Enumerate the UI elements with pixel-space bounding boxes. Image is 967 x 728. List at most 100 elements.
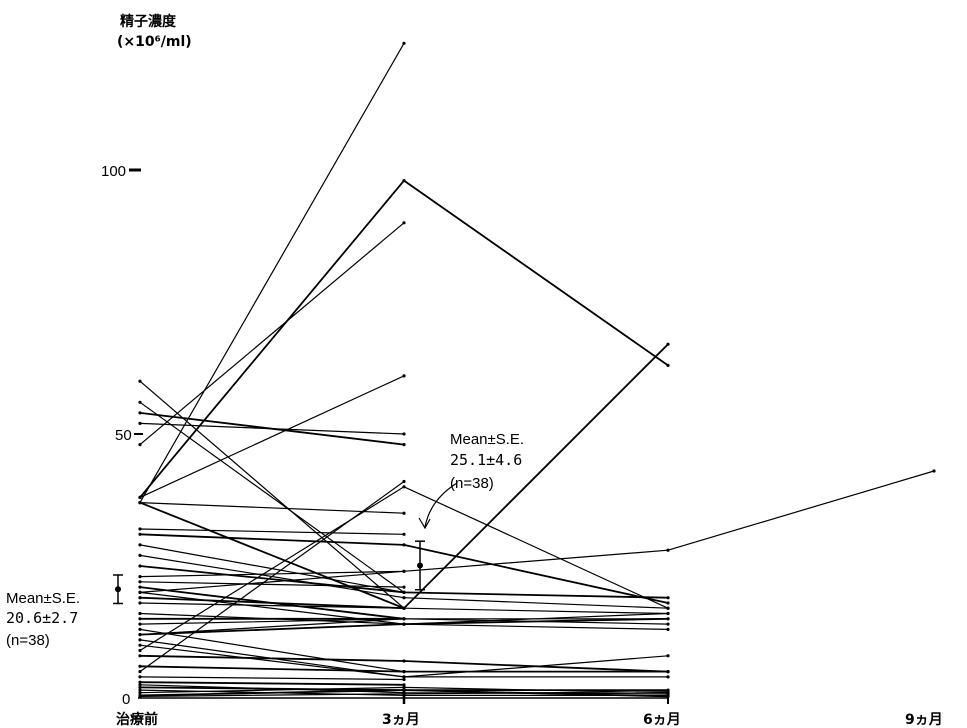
- data-point-s14-x1: [402, 479, 406, 484]
- data-point-s12-x0: [138, 627, 142, 632]
- data-point-s28-x0: [138, 564, 142, 568]
- y-axis-label-line1: 精子濃度: [120, 13, 177, 30]
- data-point-s15-x0: [138, 648, 142, 653]
- annotation-arrow-head: [418, 517, 431, 530]
- data-point-s6-x2: [666, 690, 670, 694]
- data-point-s40-x1: [402, 443, 406, 447]
- data-point-s7-x0: [138, 680, 142, 684]
- data-point-s29-x1: [402, 596, 406, 600]
- data-point-s10-x0: [138, 664, 142, 668]
- annotation-mean-3m-n: (n=38): [450, 475, 494, 492]
- series-line-41: [139, 380, 405, 609]
- data-point-s8-x1: [402, 677, 406, 682]
- series-line-36: [139, 375, 405, 498]
- y-tick-label-0: 0: [122, 691, 130, 708]
- data-point-s35-x1: [402, 41, 406, 45]
- data-point-s21-x2: [666, 611, 670, 616]
- data-point-s11-x1: [402, 675, 406, 679]
- data-point-s37-x2: [666, 363, 670, 367]
- x-tick-label-before: 治療前: [116, 711, 158, 728]
- series-line-16: [139, 617, 669, 636]
- data-point-s25-x0: [138, 585, 142, 589]
- data-point-s4-x1: [402, 688, 406, 692]
- data-point-s40-x0: [138, 411, 142, 415]
- series-line-23: [139, 570, 405, 593]
- y-tick-label-100: 100: [101, 163, 126, 180]
- annotation-mean-3m-label: Mean±S.E.: [450, 431, 524, 448]
- data-point-s8-x0: [138, 675, 142, 679]
- data-point-s4-x2: [666, 694, 670, 699]
- data-point-s13-x0: [138, 654, 142, 658]
- data-point-s11-x2: [666, 675, 670, 679]
- data-point-s38-x1: [402, 221, 406, 225]
- data-point-s31-x0: [138, 532, 142, 536]
- data-point-s2-x0: [138, 688, 142, 692]
- data-point-s32-x1: [402, 532, 406, 536]
- data-point-s34-x2: [666, 342, 670, 346]
- data-point-s29-x2: [666, 606, 670, 610]
- data-point-s13-x2: [666, 670, 670, 674]
- series-layer: [138, 41, 936, 699]
- data-point-s24-x0: [138, 590, 142, 595]
- data-point-s5-x0: [138, 683, 142, 687]
- data-point-s31-x1: [402, 543, 406, 547]
- data-point-s37-x1: [402, 179, 406, 183]
- data-point-s33-x1: [402, 511, 406, 515]
- data-point-s9-x2: [666, 654, 670, 658]
- data-point-s11-x0: [138, 638, 142, 642]
- annotation-arrow: [424, 482, 458, 528]
- series-line-32: [139, 528, 405, 535]
- data-point-s19-x0: [138, 617, 142, 621]
- series-line-40: [139, 412, 405, 446]
- errorbar-mean-2: [417, 562, 423, 569]
- series-line-30: [139, 544, 405, 593]
- data-point-s21-x0: [138, 601, 142, 605]
- data-point-s12-x1: [402, 670, 406, 674]
- y-tick-label-50: 50: [115, 427, 132, 444]
- data-point-s13-x1: [402, 659, 406, 663]
- data-point-s36-x1: [402, 374, 406, 378]
- data-point-s42-x1: [402, 590, 406, 595]
- data-point-s14-x0: [138, 670, 142, 674]
- x-tick-label-6m: 6ヵ月: [643, 712, 681, 728]
- annotation-mean-before-n: (n=38): [6, 632, 50, 649]
- data-point-s26-x0: [138, 580, 142, 584]
- data-point-s27-x1: [402, 569, 406, 573]
- series-line-33: [139, 502, 405, 514]
- data-point-s41-x1: [402, 606, 406, 610]
- data-point-s26-x1: [402, 585, 406, 589]
- data-point-s32-x0: [138, 527, 142, 531]
- series-line-13: [139, 654, 669, 673]
- data-point-s17-x2: [666, 622, 670, 626]
- data-point-s27-x2: [666, 548, 670, 552]
- data-point-s9-x0: [138, 643, 142, 647]
- data-point-s1-x0: [138, 685, 142, 690]
- data-point-s22-x0: [138, 596, 142, 600]
- data-point-s37-x0: [138, 495, 142, 499]
- annotation-mean-before-value: 20.6±2.7: [6, 609, 78, 627]
- series-line-7: [139, 681, 405, 686]
- data-point-s17-x0: [138, 633, 142, 637]
- data-point-s41-x0: [138, 379, 142, 383]
- data-point-s42-x0: [138, 400, 142, 404]
- x-tick-label-3m: 3ヵ月: [382, 712, 420, 728]
- data-point-s3-x1: [402, 685, 406, 690]
- annotation-mean-3m-value: 25.1±4.6: [450, 451, 522, 469]
- data-point-s29-x0: [138, 553, 142, 558]
- data-point-s27-x3: [932, 469, 936, 473]
- series-line-42: [139, 401, 405, 593]
- data-point-s6-x0: [138, 694, 142, 699]
- data-point-s24-x1: [402, 622, 406, 626]
- annotation-mean-before-label: Mean±S.E.: [6, 590, 80, 607]
- data-point-s27-x0: [138, 575, 142, 579]
- x-tick-label-9m: 9ヵ月: [905, 712, 943, 728]
- data-point-s3-x0: [138, 691, 142, 695]
- data-point-s24-x2: [666, 627, 670, 632]
- errorbar-mean-1: [115, 586, 121, 593]
- data-point-s18-x2: [666, 617, 670, 621]
- series-line-27: [139, 470, 935, 578]
- data-point-s31-x2: [666, 601, 670, 605]
- data-point-s6-x1: [402, 692, 406, 696]
- data-point-s7-x1: [402, 683, 406, 687]
